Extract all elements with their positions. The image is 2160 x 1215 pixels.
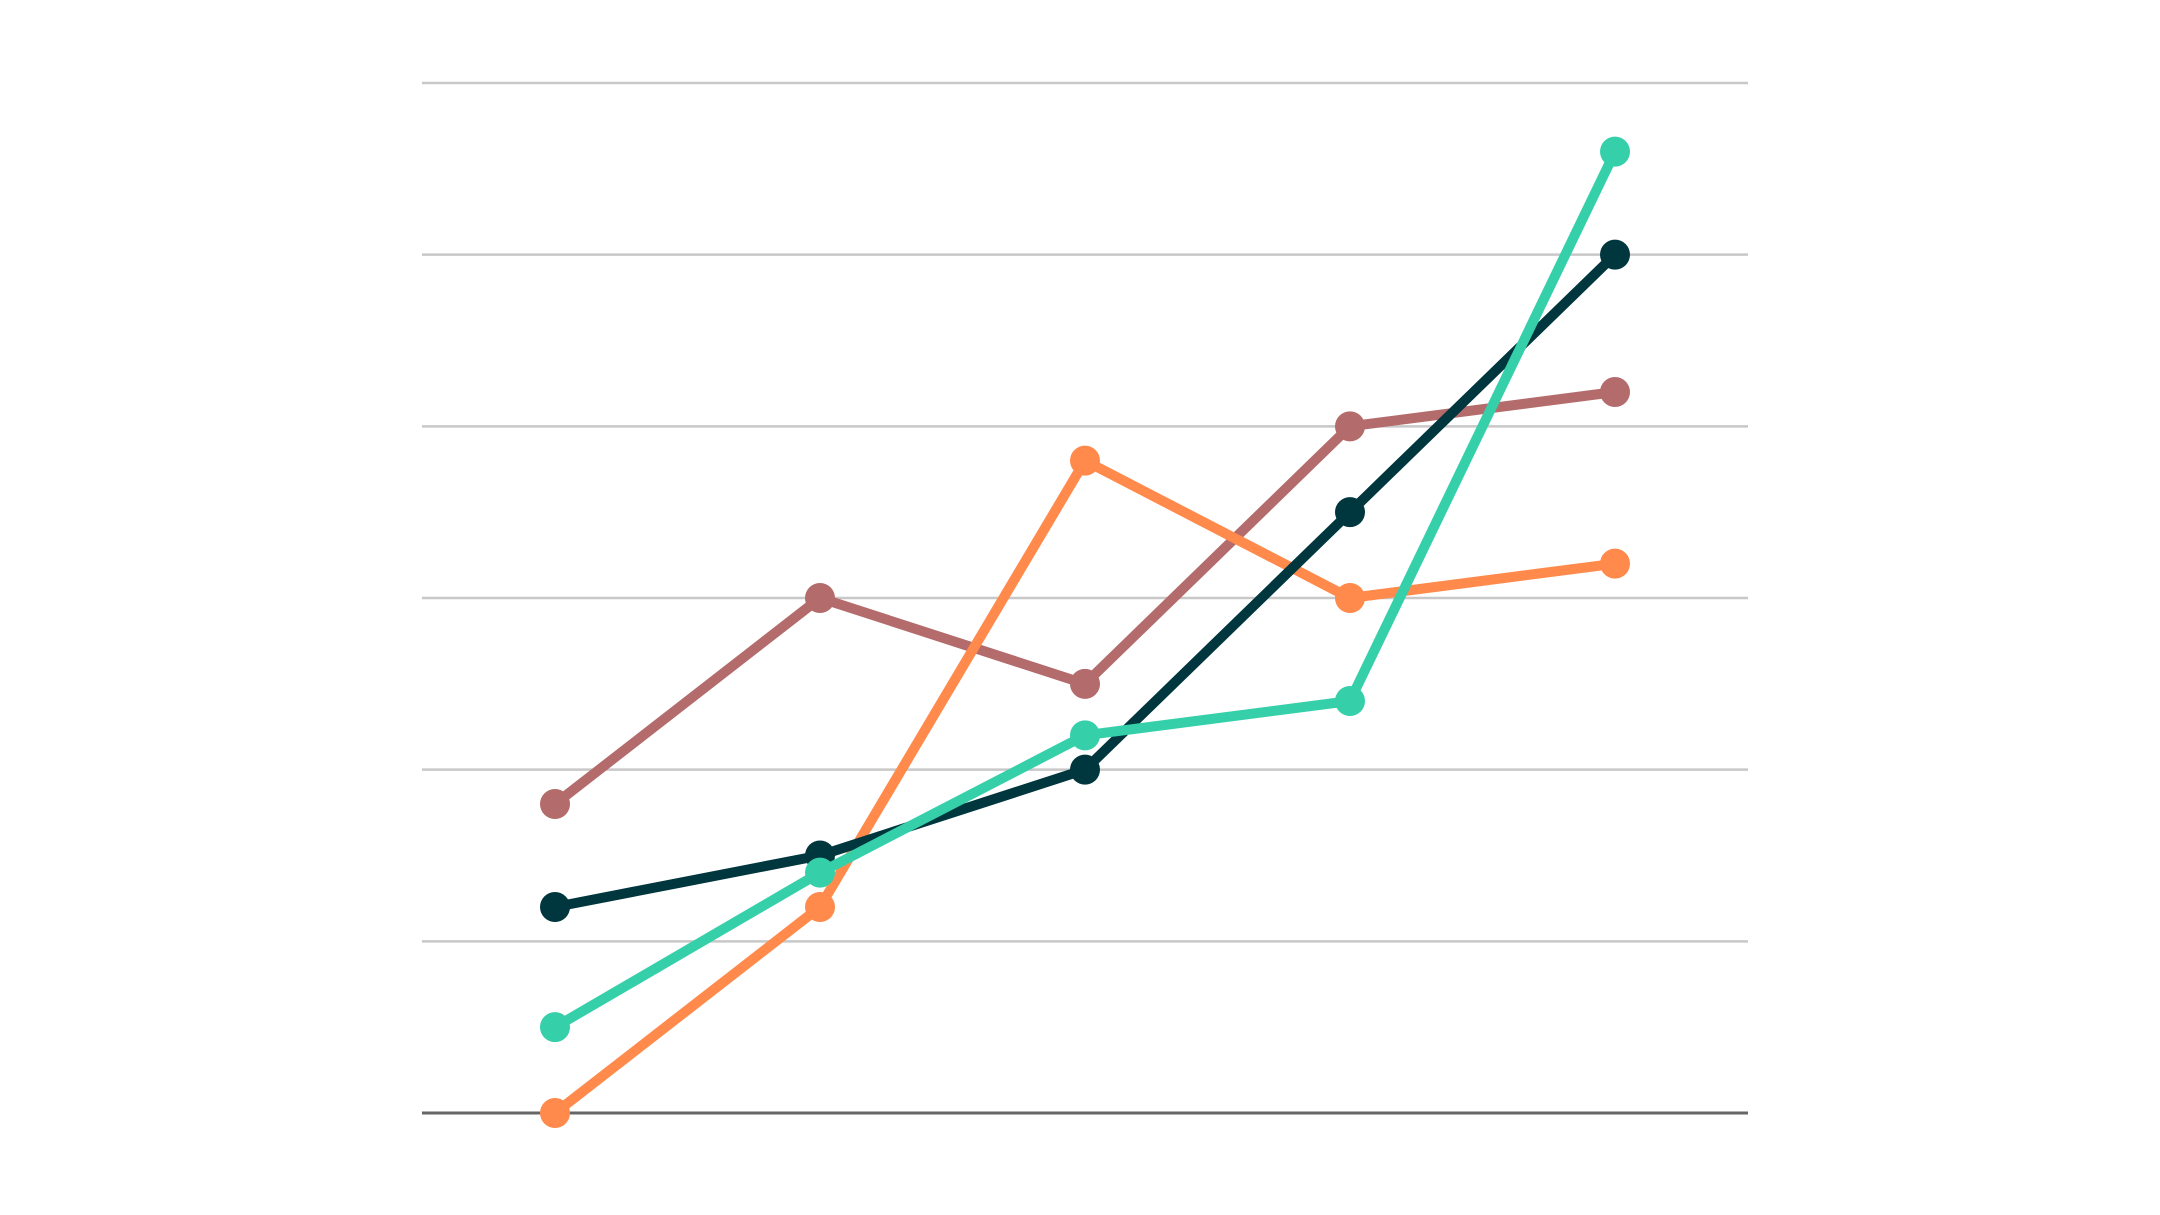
data-point <box>1600 548 1630 579</box>
grid-layer <box>422 81 1748 1115</box>
series-line <box>550 455 1620 1118</box>
data-point <box>1070 445 1100 476</box>
data-point <box>805 892 835 922</box>
data-point <box>1070 754 1100 785</box>
series-line <box>550 146 1620 1033</box>
series-1 <box>540 377 1630 819</box>
data-point <box>805 857 835 888</box>
data-point <box>1070 668 1100 699</box>
series-4 <box>540 136 1630 1043</box>
data-point <box>1600 239 1630 270</box>
series-2 <box>540 445 1630 1128</box>
data-point <box>1600 136 1630 167</box>
data-point <box>1335 411 1365 442</box>
data-point <box>540 1098 570 1128</box>
data-point <box>1335 497 1365 528</box>
data-point <box>540 892 570 922</box>
data-point <box>805 583 835 613</box>
data-point <box>1335 686 1365 716</box>
data-point <box>1070 720 1100 751</box>
data-point <box>1335 583 1365 613</box>
data-point <box>1600 377 1630 407</box>
data-point <box>540 1012 570 1043</box>
data-point <box>540 789 570 819</box>
series-layer <box>540 136 1630 1128</box>
